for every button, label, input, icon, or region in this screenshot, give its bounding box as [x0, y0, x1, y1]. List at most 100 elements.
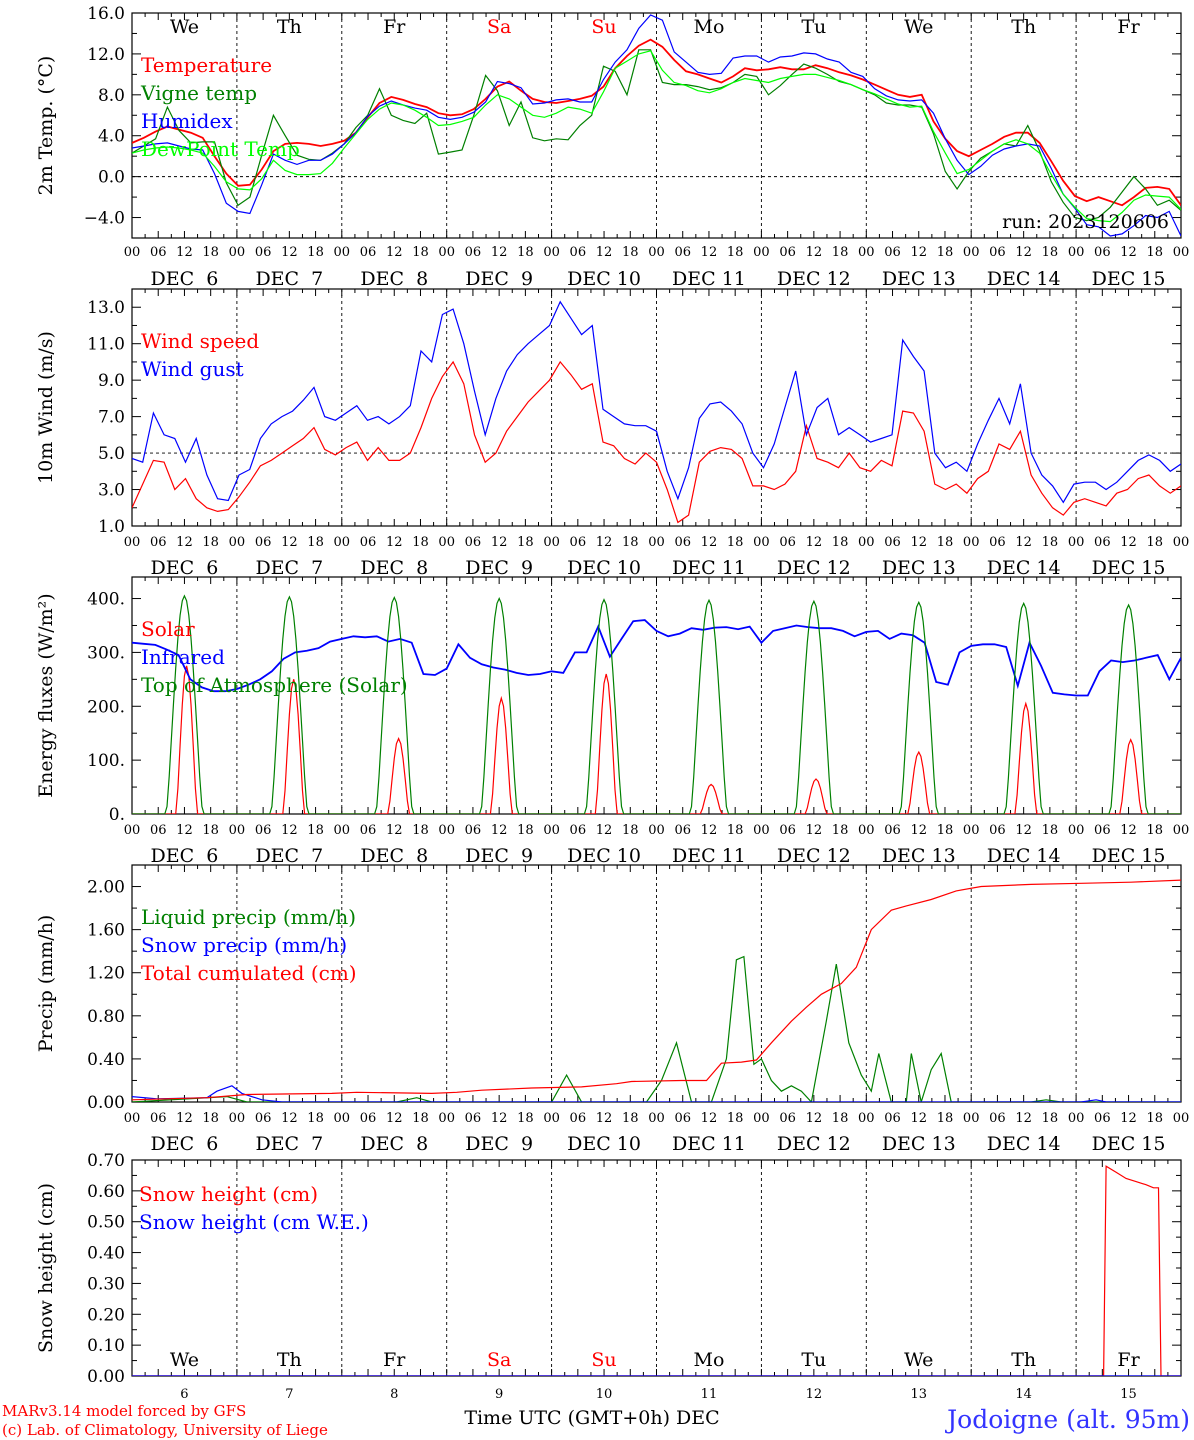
hour-tick-label: 06: [255, 823, 272, 838]
weekday-label: We: [170, 16, 199, 38]
hour-tick-label: 06: [1094, 245, 1111, 260]
hour-tick-label: 06: [884, 823, 901, 838]
weekday-label: Th: [1011, 16, 1036, 38]
day-number-label: 11: [701, 1387, 718, 1402]
weekday-label: Th: [277, 16, 302, 38]
hour-tick-label: 00: [648, 535, 665, 550]
hour-tick-label: 00: [334, 1111, 351, 1126]
hour-tick-label: 00: [334, 245, 351, 260]
y-tick-label: 5.0: [98, 444, 125, 464]
day-label: DEC 13: [882, 268, 956, 290]
hour-tick-label: 18: [622, 1111, 639, 1126]
series-line-liquid-precip-mm-h: [132, 955, 1181, 1102]
hour-tick-label: 18: [202, 1111, 219, 1126]
hour-tick-label: 06: [465, 535, 482, 550]
chart-panel-1: −4.0 0.0 4.0 8.0 12.0 16.0 2m Temp. (°C) 00 06 12…: [35, 4, 1189, 290]
day-label: DEC 10: [567, 1133, 641, 1155]
hour-tick-label: 18: [1042, 245, 1059, 260]
hour-tick-label: 12: [596, 535, 613, 550]
hour-tick-label: 18: [622, 245, 639, 260]
hour-tick-label: 00: [124, 535, 141, 550]
day-label: DEC 10: [567, 845, 641, 867]
hour-tick-label: 18: [937, 535, 954, 550]
station-title: Jodoigne (alt. 95m): [944, 1405, 1190, 1434]
hour-tick-label: 18: [727, 535, 744, 550]
hour-tick-label: 18: [1042, 823, 1059, 838]
hour-tick-label: 18: [307, 245, 324, 260]
legend-entry: Humidex: [141, 109, 233, 133]
y-tick-label: 100.: [87, 751, 125, 771]
hour-tick-label: 12: [1015, 535, 1032, 550]
y-axis-label: Energy fluxes (W/m²): [35, 593, 57, 797]
y-tick-label: 4.0: [98, 127, 125, 147]
hour-tick-label: 18: [202, 535, 219, 550]
hour-tick-label: 06: [884, 535, 901, 550]
hour-tick-label: 06: [360, 1111, 377, 1126]
hour-tick-label: 18: [202, 823, 219, 838]
hour-tick-label: 12: [1015, 245, 1032, 260]
hour-tick-label: 00: [124, 245, 141, 260]
hour-tick-label: 06: [150, 535, 167, 550]
hour-tick-label: 06: [570, 245, 587, 260]
weekday-label: Su: [591, 16, 616, 38]
day-number-label: 6: [180, 1387, 188, 1402]
credit-line-2: (c) Lab. of Climatology, University of L…: [2, 1421, 328, 1439]
day-label: DEC 11: [672, 557, 746, 579]
hour-tick-label: 18: [412, 823, 429, 838]
hour-tick-label: 00: [229, 535, 246, 550]
legend-entry: Infrared: [141, 645, 225, 669]
weekday-label: We: [904, 16, 933, 38]
y-tick-label: 0.50: [87, 1213, 125, 1233]
legend-entry: Liquid precip (mm/h): [141, 905, 356, 929]
x-axis-label: Time UTC (GMT+0h) DEC: [464, 1407, 719, 1429]
day-label: DEC 15: [1092, 557, 1166, 579]
hour-tick-label: 00: [543, 535, 560, 550]
hour-tick-label: 12: [701, 1111, 718, 1126]
legend-entry: Top of Atmosphere (Solar): [141, 673, 408, 697]
hour-tick-label: 06: [674, 535, 691, 550]
hour-tick-label: 12: [1120, 823, 1137, 838]
y-axis-label: Precip (mm/h): [35, 915, 57, 1053]
day-label: DEC 11: [672, 268, 746, 290]
hour-tick-label: 00: [334, 535, 351, 550]
hour-tick-label: 06: [989, 1111, 1006, 1126]
hour-tick-label: 06: [674, 245, 691, 260]
day-label: DEC 14: [987, 845, 1061, 867]
hour-tick-label: 12: [386, 245, 403, 260]
hour-tick-label: 00: [648, 245, 665, 260]
hour-tick-label: 18: [832, 535, 849, 550]
hour-tick-label: 18: [307, 1111, 324, 1126]
y-axis-label: Snow height (cm): [35, 1183, 57, 1353]
hour-tick-label: 06: [989, 535, 1006, 550]
y-axis-label: 10m Wind (m/s): [35, 331, 57, 484]
hour-tick-label: 06: [779, 245, 796, 260]
weekday-label: We: [170, 1349, 199, 1371]
hour-tick-label: 06: [1094, 823, 1111, 838]
hour-tick-label: 18: [412, 245, 429, 260]
legend-entry: Snow height (cm): [139, 1182, 318, 1206]
y-tick-label: 0.: [109, 805, 125, 825]
y-tick-label: 0.30: [87, 1274, 125, 1294]
day-label: DEC 11: [672, 845, 746, 867]
y-tick-label: 200.: [87, 697, 125, 717]
hour-tick-label: 00: [753, 535, 770, 550]
y-tick-label: 1.0: [98, 517, 125, 537]
day-label: DEC 8: [360, 845, 428, 867]
hour-tick-label: 00: [438, 1111, 455, 1126]
hour-tick-label: 06: [884, 245, 901, 260]
day-label: DEC 15: [1092, 845, 1166, 867]
day-label: DEC 14: [987, 1133, 1061, 1155]
hour-tick-label: 12: [1120, 1111, 1137, 1126]
hour-tick-label: 12: [701, 535, 718, 550]
hour-tick-label: 12: [281, 823, 298, 838]
y-tick-label: 16.0: [87, 4, 125, 24]
hour-tick-label: 18: [832, 245, 849, 260]
y-tick-label: 0.60: [87, 1182, 125, 1202]
y-tick-label: 0.0: [98, 168, 125, 188]
hour-tick-label: 00: [438, 823, 455, 838]
hour-tick-label: 12: [1015, 1111, 1032, 1126]
day-label: DEC 6: [151, 268, 219, 290]
hour-tick-label: 00: [1068, 245, 1085, 260]
day-number-label: 9: [495, 1387, 503, 1402]
y-axis-label: 2m Temp. (°C): [35, 56, 57, 196]
